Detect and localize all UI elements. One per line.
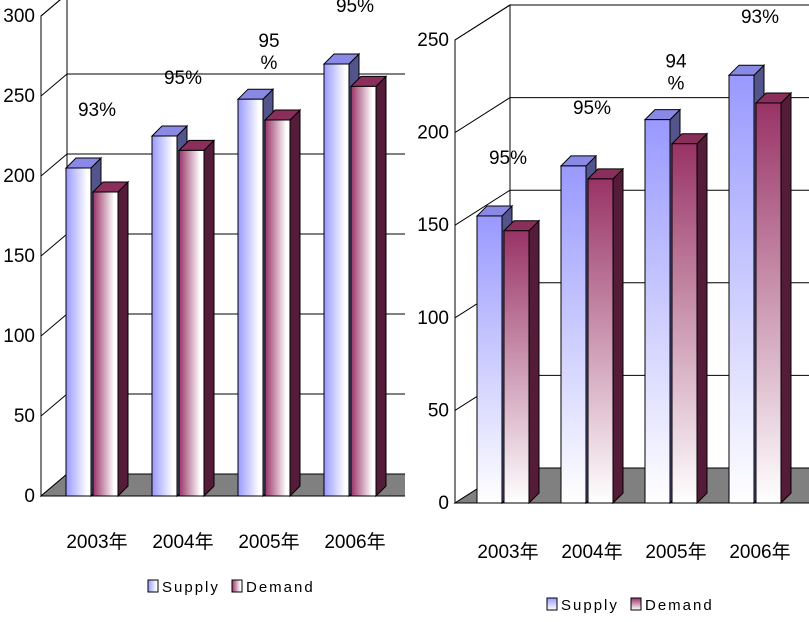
data-label-line: 95%	[164, 68, 202, 89]
y-tick-label: 0	[438, 493, 449, 514]
bar-front-face	[476, 215, 503, 504]
data-label-line: 93%	[741, 7, 779, 28]
y-tick-label: 0	[24, 486, 35, 507]
bar-side-face	[203, 139, 215, 498]
data-label-line: 95	[258, 31, 279, 52]
legend-swatch	[630, 597, 642, 611]
y-tick-label: 200	[3, 166, 35, 187]
legend-swatch	[147, 579, 159, 593]
bar-side-face	[696, 132, 708, 505]
legend-label: Demand	[246, 579, 315, 596]
bar-side-face	[612, 167, 624, 505]
bar-demand	[349, 75, 388, 498]
bar-demand	[670, 132, 709, 505]
bar-front-face	[237, 98, 264, 497]
data-label-line: 95%	[489, 148, 527, 169]
data-label: 94%	[665, 52, 687, 95]
legend-label: Demand	[645, 597, 714, 614]
bar-front-face	[503, 230, 530, 504]
chart-right-svg: 0 50 100 150 200 250 95% 2003年 95% 2004年 94 % 2005年 9…	[417, 4, 809, 614]
x-tick-label: 2003年	[66, 531, 127, 553]
bar-front-face	[151, 135, 178, 497]
data-label: 93%	[741, 7, 779, 28]
bar-side-face	[780, 91, 792, 505]
chart-right: 0 50 100 150 200 250 95% 2003年 95% 2004年 94% 2005年 9…	[405, 0, 809, 617]
y-tick-label: 250	[3, 86, 35, 107]
legend-label: Supply	[561, 597, 619, 614]
y-tick-label: 250	[417, 30, 449, 51]
gridline	[40, 0, 61, 17]
data-label: 95%	[164, 68, 202, 89]
x-tick-label: 2003年	[477, 541, 538, 563]
data-label-line: 94	[665, 52, 687, 73]
data-label-line: 93%	[78, 100, 116, 121]
bar-front-face	[350, 85, 377, 497]
bar-demand	[754, 91, 793, 505]
chart-left-svg: 0 50 100 150 200 250 300 93% 2003年 95% 2004年 95 % 200…	[3, 0, 458, 596]
bar-side-face	[117, 180, 129, 498]
data-label: 95%	[336, 0, 374, 17]
bar-demand	[263, 108, 302, 498]
data-label: 95%	[489, 148, 527, 169]
bar-side-face	[289, 108, 301, 498]
bar-front-face	[560, 165, 587, 504]
bar-front-face	[65, 167, 92, 497]
x-tick-label: 2006年	[729, 541, 790, 563]
y-tick-label: 150	[3, 246, 35, 267]
bar-demand	[502, 219, 541, 505]
data-label-line: 95%	[573, 98, 611, 119]
chart-group: 0 50 100 150 200 250 300 93% 2003年 95% 2004年 95 % 200…	[3, 0, 458, 596]
data-label: 95%	[258, 31, 279, 74]
y-tick-label: 50	[14, 406, 35, 427]
bar-front-face	[728, 74, 755, 504]
x-tick-label: 2004年	[152, 531, 213, 553]
bar-front-face	[755, 102, 782, 504]
data-label-line: 95%	[336, 0, 374, 17]
bar-demand	[177, 139, 216, 498]
data-label: 93%	[78, 100, 116, 121]
bar-front-face	[264, 119, 291, 497]
x-tick-label: 2005年	[238, 531, 299, 553]
gridline	[454, 4, 809, 41]
bar-demand	[91, 180, 130, 498]
bar-side-face	[375, 75, 387, 498]
side-wall	[40, 0, 68, 498]
y-tick-label: 150	[417, 215, 449, 236]
data-label-line: %	[261, 53, 278, 74]
y-tick-label: 50	[428, 400, 449, 421]
legend-swatch	[546, 597, 558, 611]
bar-front-face	[92, 191, 119, 497]
bar-demand	[586, 167, 625, 505]
bar-side-face	[528, 219, 540, 505]
chart-group: 0 50 100 150 200 250 95% 2003年 95% 2004年 94 % 2005年 9…	[417, 4, 809, 614]
x-tick-label: 2005年	[645, 541, 706, 563]
bar-front-face	[644, 119, 671, 504]
data-label: 95%	[573, 98, 611, 119]
x-tick-label: 2004年	[561, 541, 622, 563]
y-tick-label: 100	[417, 308, 449, 329]
y-tick-label: 200	[417, 123, 449, 144]
legend-label: Supply	[162, 579, 220, 596]
y-tick-label: 100	[3, 326, 35, 347]
chart-left: 0 50 100 150 200 250 300 93% 2003年 95% 2004年 95% 200…	[0, 0, 458, 617]
legend-swatch	[231, 579, 243, 593]
bar-front-face	[323, 63, 350, 497]
bar-front-face	[178, 149, 205, 497]
bar-front-face	[671, 143, 698, 504]
x-tick-label: 2006年	[324, 531, 385, 553]
y-tick-label: 300	[3, 6, 35, 27]
bar-front-face	[587, 178, 614, 504]
data-label-line: %	[668, 74, 685, 95]
